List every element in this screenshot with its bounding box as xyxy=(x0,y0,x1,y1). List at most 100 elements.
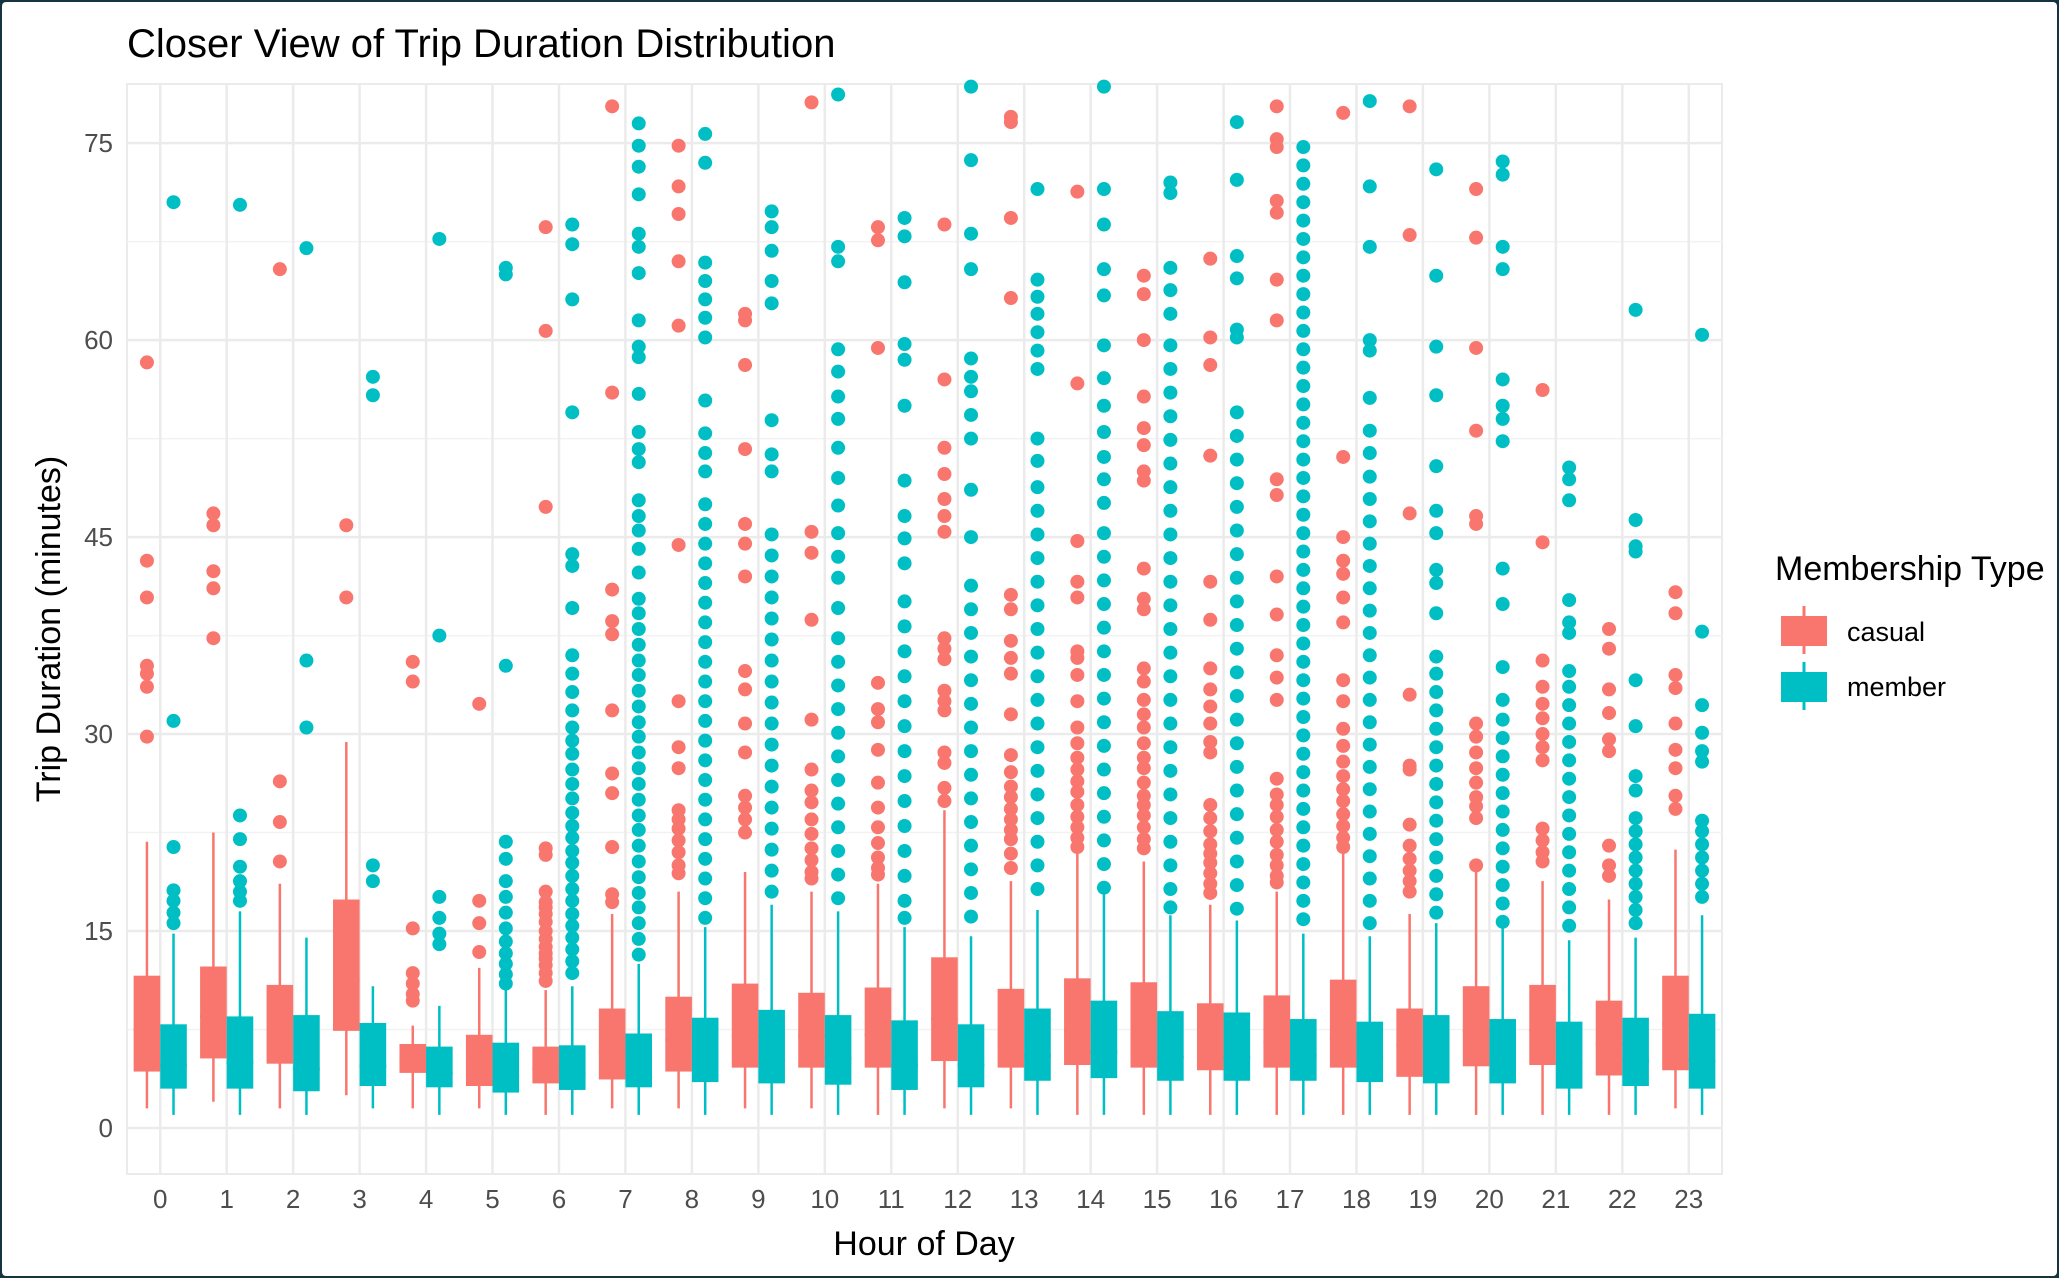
outlier-point xyxy=(1336,673,1351,688)
box-member-hour-13 xyxy=(1024,910,1051,1115)
outlier-point xyxy=(432,937,447,952)
outlier-point xyxy=(1695,327,1710,342)
box-iqr xyxy=(1422,1015,1450,1084)
outlier-point xyxy=(1229,249,1244,264)
outlier-point xyxy=(698,393,713,408)
outlier-point xyxy=(1136,797,1151,812)
outlier-point xyxy=(1003,707,1018,722)
outlier-point xyxy=(565,882,580,897)
outlier-point xyxy=(1429,740,1444,755)
outlier-point xyxy=(1336,553,1351,568)
outlier-point xyxy=(698,446,713,461)
outlier-point xyxy=(1402,99,1417,114)
outlier-point xyxy=(498,658,513,673)
outlier-point xyxy=(1429,388,1444,403)
outlier-point xyxy=(631,239,646,254)
outlier-point xyxy=(804,853,819,868)
outlier-point xyxy=(964,885,979,900)
outlier-point xyxy=(206,518,221,533)
outlier-point xyxy=(738,536,753,551)
outlier-point xyxy=(1429,721,1444,736)
outlier-point xyxy=(1495,822,1510,837)
outlier-point xyxy=(1229,688,1244,703)
outlier-point xyxy=(1296,379,1311,394)
outlier-point xyxy=(565,703,580,718)
outlier-point xyxy=(1269,692,1284,707)
outlier-point xyxy=(1003,801,1018,816)
outlier-point xyxy=(498,905,513,920)
outlier-point xyxy=(1163,361,1178,376)
outlier-point xyxy=(1096,715,1111,730)
outlier-point xyxy=(1003,846,1018,861)
outlier-point xyxy=(964,838,979,853)
box-casual-hour-10 xyxy=(798,891,825,1109)
outlier-point xyxy=(1203,682,1218,697)
outlier-point xyxy=(631,138,646,153)
outlier-point xyxy=(1269,797,1284,812)
outlier-point xyxy=(1030,669,1045,684)
outlier-point xyxy=(1362,871,1377,886)
box-iqr xyxy=(1529,984,1556,1065)
outlier-point xyxy=(1402,228,1417,243)
outlier-point xyxy=(1070,574,1085,589)
x-tick-label: 5 xyxy=(485,1184,499,1214)
outlier-point xyxy=(804,524,819,539)
outlier-point xyxy=(937,780,952,795)
outlier-point xyxy=(1562,679,1577,694)
outlier-point xyxy=(1030,811,1045,826)
outlier-point xyxy=(565,930,580,945)
outlier-point xyxy=(1562,664,1577,679)
outlier-point xyxy=(1070,840,1085,854)
outlier-point xyxy=(631,591,646,606)
outlier-point xyxy=(1402,884,1417,899)
outlier-point xyxy=(897,352,912,367)
outlier-point xyxy=(1495,434,1510,449)
outlier-point xyxy=(1628,863,1643,878)
box-casual-hour-21 xyxy=(1529,881,1556,1115)
outlier-point xyxy=(937,703,952,718)
outlier-point xyxy=(538,973,553,988)
outlier-point xyxy=(1269,834,1284,849)
outlier-point xyxy=(1469,423,1484,438)
x-tick-label: 16 xyxy=(1209,1184,1238,1214)
outlier-point xyxy=(764,716,779,731)
outlier-point xyxy=(1269,488,1284,503)
outlier-point xyxy=(1429,703,1444,718)
box-member-hour-5 xyxy=(492,990,520,1115)
outlier-point xyxy=(1096,644,1111,659)
outlier-point xyxy=(1163,669,1178,684)
box-iqr xyxy=(1290,1019,1317,1081)
outlier-point xyxy=(698,891,713,906)
outlier-point xyxy=(738,745,753,760)
outlier-point xyxy=(1296,783,1311,798)
outlier-point xyxy=(1003,812,1018,827)
outlier-point xyxy=(1203,797,1218,812)
outlier-point xyxy=(870,775,885,790)
x-axis-title: Hour of Day xyxy=(833,1225,1014,1263)
outlier-point xyxy=(631,715,646,730)
outlier-point xyxy=(631,699,646,714)
outlier-point xyxy=(1562,753,1577,768)
outlier-point xyxy=(565,547,580,562)
x-tick-label: 20 xyxy=(1475,1184,1504,1214)
outlier-point xyxy=(1628,513,1643,527)
outlier-point xyxy=(498,889,513,904)
outlier-point xyxy=(897,531,912,546)
outlier-point xyxy=(764,674,779,689)
box-casual-hour-23 xyxy=(1662,849,1689,1109)
outlier-point xyxy=(1495,804,1510,819)
outlier-point xyxy=(365,388,380,403)
outlier-point xyxy=(139,590,154,605)
outlier-point xyxy=(1296,470,1311,485)
outlier-point xyxy=(1336,615,1351,630)
box-casual-hour-17 xyxy=(1263,891,1291,1115)
outlier-point xyxy=(831,411,846,426)
outlier-point xyxy=(565,217,580,232)
outlier-point xyxy=(738,788,753,803)
outlier-point xyxy=(1362,239,1377,254)
outlier-point xyxy=(1136,775,1151,790)
outlier-point xyxy=(698,292,713,307)
outlier-point xyxy=(1136,707,1151,722)
outlier-point xyxy=(1096,288,1111,303)
